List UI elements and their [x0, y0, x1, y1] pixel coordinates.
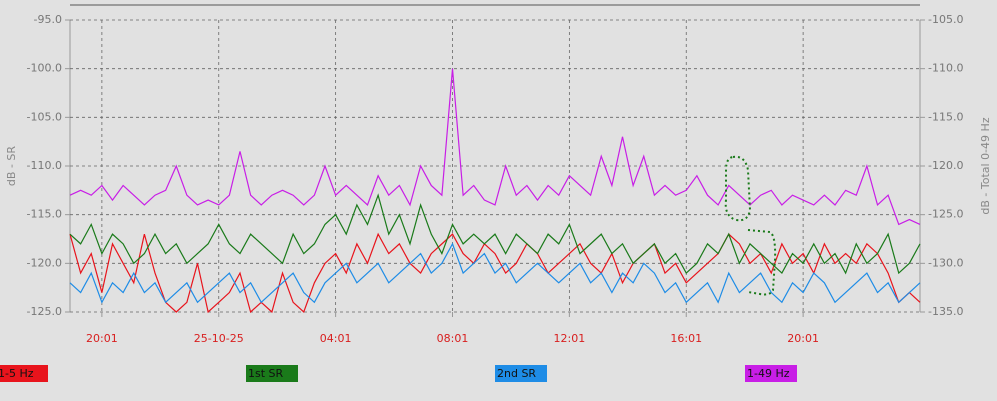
lines: [69, 68, 921, 314]
y-tick-label: -110.0: [27, 159, 62, 172]
legend: 1-5 Hz 1st SR 2nd SR 1-49 Hz: [0, 365, 797, 382]
x-tick-label: 04:01: [320, 332, 352, 345]
y2-tick-label: -120.0: [928, 159, 963, 172]
y-tick-label: -95.0: [34, 13, 62, 26]
series-line: [69, 232, 921, 314]
annotation-outline: [724, 155, 777, 296]
series-line: [69, 193, 921, 275]
series-line: [69, 68, 921, 226]
y-tick-label: -105.0: [27, 110, 62, 123]
y-tick-label: -100.0: [27, 62, 62, 75]
y-tick-label: -125.0: [27, 305, 62, 318]
y-axis-title: dB - SR: [5, 146, 18, 186]
y2-tick-label: -115.0: [928, 110, 963, 123]
legend-swatch: [246, 365, 298, 382]
legend-swatch: [745, 365, 797, 382]
y2-tick-label: -125.0: [928, 208, 963, 221]
y2-axis-title: dB - Total 0-49 Hz: [979, 117, 992, 214]
legend-swatch: [0, 365, 48, 382]
x-tick-label: 08:01: [437, 332, 469, 345]
series-line: [69, 242, 921, 304]
legend-label: 2nd SR: [497, 367, 536, 380]
y2-tick-label: -110.0: [928, 62, 963, 75]
legend-label: 1st SR: [248, 367, 284, 380]
y-tick-label: -120.0: [27, 256, 62, 269]
x-tick-label: 16:01: [670, 332, 702, 345]
x-tick-label: 25-10-25: [194, 332, 244, 345]
y2-tick-label: -105.0: [928, 13, 963, 26]
legend-swatch: [495, 365, 547, 382]
y2-tick-label: -130.0: [928, 256, 963, 269]
x-tick-label: 20:01: [787, 332, 819, 345]
grid: -125.0 -120.0 -115.0 -110.0 -105.0 -100.0 -95.…: [27, 13, 964, 345]
x-tick-label: 20:01: [86, 332, 118, 345]
y2-tick-label: -135.0: [928, 305, 963, 318]
y-tick-label: -115.0: [27, 208, 62, 221]
legend-label: 1-49 Hz: [747, 367, 790, 380]
x-tick-label: 12:01: [554, 332, 586, 345]
legend-label: 1-5 Hz: [0, 367, 34, 380]
